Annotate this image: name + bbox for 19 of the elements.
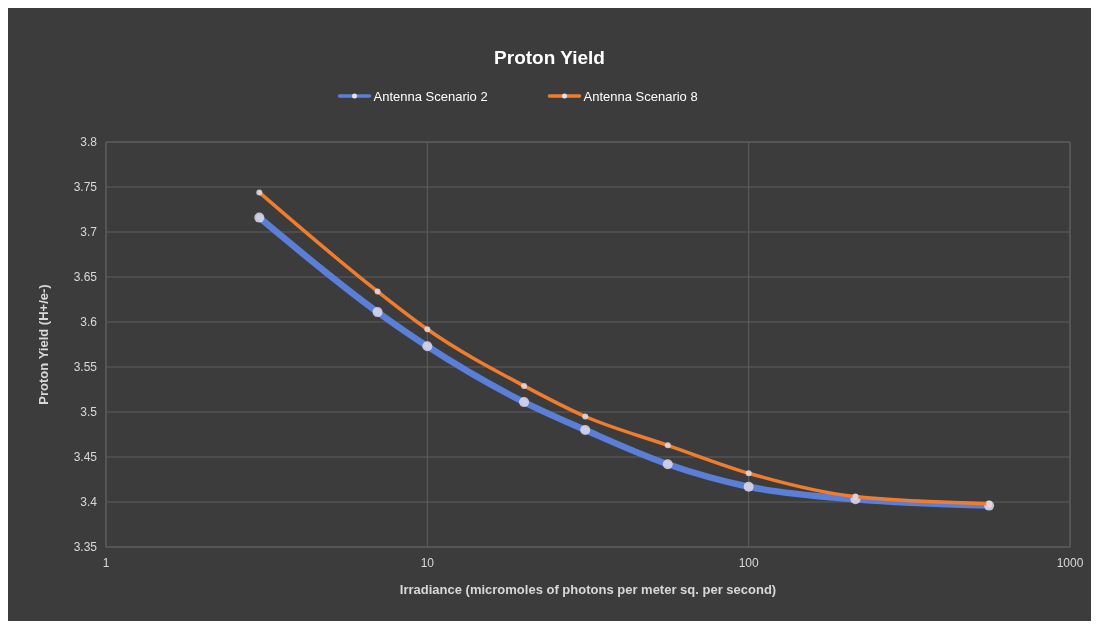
- y-tick-label: 3.7: [80, 225, 98, 239]
- y-tick-label: 3.55: [73, 360, 98, 374]
- x-tick-label: 100: [738, 556, 759, 570]
- legend-label: Antenna Scenario 2: [373, 88, 488, 104]
- y-tick-label: 3.35: [73, 540, 98, 554]
- y-tick-label: 3.45: [73, 450, 98, 464]
- y-tick-label: 3.8: [80, 135, 98, 149]
- y-tick-label: 3.4: [80, 495, 98, 509]
- x-tick-label: 1: [102, 556, 110, 570]
- legend-label: Antenna Scenario 8: [583, 88, 698, 104]
- y-tick-label: 3.6: [80, 315, 98, 329]
- y-tick-label: 3.5: [80, 405, 98, 419]
- chart-title: Proton Yield: [494, 47, 605, 68]
- y-tick-label: 3.75: [73, 180, 98, 194]
- y-axis-title: Proton Yield (H+/e-): [36, 284, 51, 405]
- x-axis-title: Irradiance (micromoles of photons per meter sq. per second): [399, 582, 777, 597]
- x-tick-label: 1000: [1056, 556, 1084, 570]
- x-tick-label: 10: [420, 556, 435, 570]
- y-tick-label: 3.65: [73, 270, 98, 284]
